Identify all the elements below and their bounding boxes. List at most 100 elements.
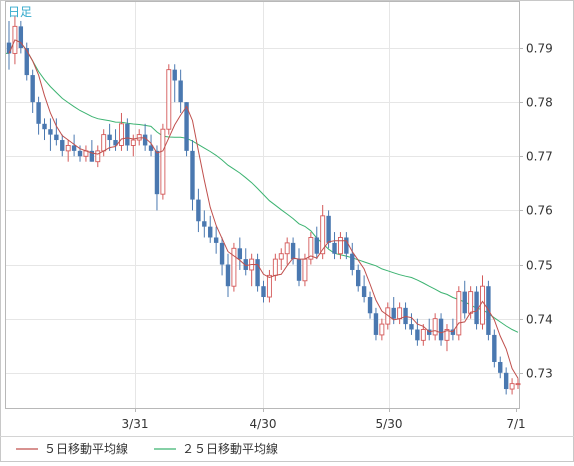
candle-body-down [89, 150, 95, 162]
candle-body-up [278, 253, 284, 260]
x-tick-label: 3/31 [122, 417, 149, 431]
candle-body-down [54, 134, 59, 141]
legend: ５日移動平均線 ２５日移動平均線 [16, 441, 278, 456]
candle-body-up [130, 139, 136, 146]
candle-body-up [420, 329, 426, 341]
candle-body-down [190, 150, 195, 200]
candle-body-up [95, 150, 101, 163]
candle-body-up [160, 128, 166, 195]
candle-body-down [172, 69, 177, 81]
candle-body-down [450, 329, 456, 335]
candle-body-down [202, 221, 207, 227]
candle-body-down [243, 259, 248, 270]
candle-body-down [71, 145, 77, 151]
y-axis: 0.79 0.78 0.77 0.76 0.75 0.74 0.73 [526, 42, 553, 381]
y-tick-label: 0.78 [526, 96, 553, 110]
candle-body-down [178, 80, 183, 103]
candle-body-up [284, 242, 290, 255]
candle-body-up [480, 285, 485, 325]
candle-body-down [474, 291, 479, 325]
candle-body-down [427, 329, 432, 335]
candle-body-up [65, 145, 71, 152]
y-tick-label: 0.76 [526, 204, 553, 218]
candle-body-down [148, 145, 154, 151]
candle-body-down [361, 286, 367, 298]
candle-body-down [296, 259, 302, 281]
y-tick-label: 0.79 [526, 42, 553, 56]
candle-body-down [503, 372, 509, 390]
candle-body-down [219, 242, 225, 265]
candle-body-up [515, 383, 521, 386]
grid-lines [6, 2, 523, 412]
candle-body-down [18, 26, 24, 49]
candle-body-up [456, 291, 462, 336]
candle-body-down [403, 307, 408, 325]
candle-body-down [462, 291, 467, 314]
candle-body-up [266, 274, 272, 298]
legend-label-ma25: ２５日移動平均線 [182, 441, 278, 456]
candle-body-up [302, 258, 308, 282]
candle-body-down [77, 150, 83, 157]
candle-body-down [196, 199, 201, 222]
y-tick-label: 0.74 [526, 313, 553, 327]
x-axis: 3/31 4/30 5/30 7/1 [122, 417, 526, 431]
candle-body-up [308, 237, 314, 260]
candle-body-up [379, 323, 385, 336]
candle-body-down [42, 123, 47, 130]
candle-body-up [444, 329, 450, 341]
candle-body-down [208, 226, 213, 238]
chart-title: 日足 [8, 5, 32, 19]
candle-body-down [48, 129, 53, 135]
candle-body-down [237, 248, 243, 260]
candle-body-down [36, 102, 41, 124]
candle-body-down [391, 307, 396, 319]
candle-body-down [290, 242, 296, 260]
candle-body-down [213, 237, 219, 243]
ma5-layer [8, 39, 519, 379]
candle-body-down [6, 42, 12, 54]
candle-body-up [136, 134, 142, 141]
candle-body-down [107, 134, 112, 141]
candle-body-down [332, 242, 337, 254]
candle-body-down [154, 150, 160, 195]
candle-body-down [60, 140, 65, 151]
y-tick-label: 0.73 [526, 367, 553, 381]
ma25-line [6, 39, 519, 333]
candle-body-up [231, 247, 237, 287]
candle-body-down [184, 102, 189, 151]
candle-body-up [166, 69, 172, 130]
candle-body-up [509, 383, 515, 390]
candle-body-up [101, 134, 107, 152]
candle-body-down [367, 297, 373, 314]
candle-body-down [24, 48, 29, 76]
candle-body-down [355, 269, 361, 287]
candle-body-down [438, 318, 444, 341]
candle-body-up [468, 291, 474, 314]
candle-body-down [225, 264, 231, 287]
candle-body-up [119, 123, 124, 146]
candle-body-up [432, 318, 438, 336]
candle-body-up [337, 237, 343, 255]
ma5-line [8, 39, 519, 379]
candle-body-down [498, 361, 503, 373]
plot-area [5, 1, 520, 409]
candle-body-down [314, 237, 319, 254]
x-tick-label: 5/30 [376, 417, 403, 431]
candle-body-up [272, 258, 278, 276]
y-tick-label: 0.77 [526, 150, 553, 164]
candle-body-down [113, 140, 118, 146]
ma25-layer [6, 39, 519, 333]
candle-body-up [397, 307, 403, 320]
candle-body-down [261, 286, 266, 298]
candle-body-up [320, 215, 326, 255]
x-tick-label: 7/1 [506, 417, 525, 431]
candle-body-down [350, 253, 355, 270]
y-tick-label: 0.75 [526, 259, 553, 273]
candle-body-down [415, 329, 420, 341]
candle-body-down [255, 259, 260, 287]
candle-body-down [373, 313, 379, 335]
candle-body-down [30, 75, 35, 103]
candle-body-down [344, 237, 349, 254]
